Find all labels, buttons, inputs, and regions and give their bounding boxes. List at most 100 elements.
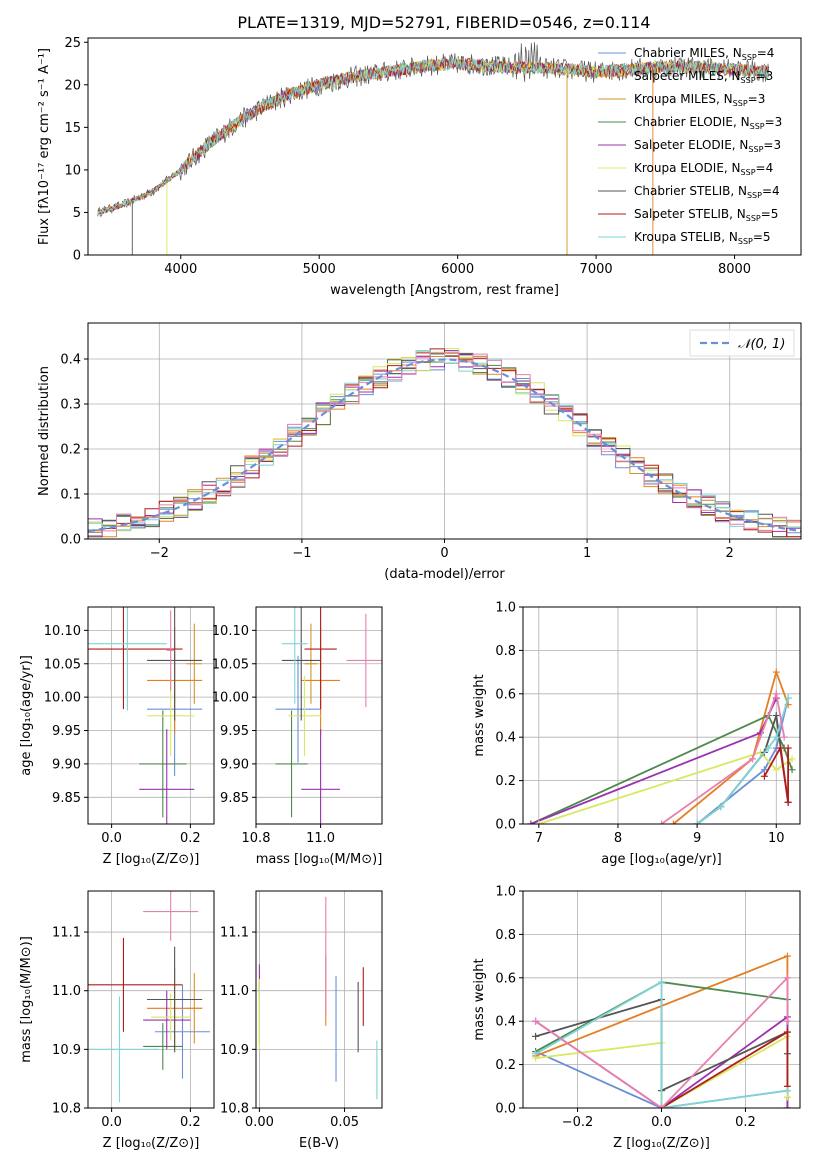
y-tick-label: 9.90 — [52, 757, 81, 772]
legend-label-suffix: =3 — [763, 138, 781, 152]
y-tick-label: 9.95 — [52, 724, 81, 739]
plot-area — [88, 348, 801, 538]
legend-label-text: Kroupa MILES, N — [634, 92, 733, 106]
legend-label: Salpeter MILES, NSSP=3 — [634, 69, 773, 85]
x-tick-label: 0.2 — [180, 831, 201, 846]
x-tick-label: 0.00 — [245, 1115, 274, 1130]
legend-label-suffix: =3 — [756, 69, 774, 83]
x-tick-label: −1 — [292, 546, 311, 561]
chart-age-vs-Z: 0.0 0.2 9.85 9.90 9.95 10.00 10.05 10.10 Z [log₁… — [19, 606, 215, 867]
y-tick-label: 0.4 — [60, 353, 81, 368]
y-tick-label: 0.8 — [495, 644, 516, 659]
chart-residuals: 𝒩(0, 1) −2 −1 0 1 2 0.0 0.1 0.2 0.3 0.4 (data-model… — [37, 322, 802, 582]
y-tick-label: 20 — [64, 78, 81, 93]
x-tick-label: 7000 — [580, 262, 613, 277]
plot-area — [88, 607, 203, 824]
y-axis-label: age [log₁₀(age/yr)] — [19, 655, 34, 776]
legend-label: Chabrier ELODIE, NSSP=3 — [634, 115, 782, 131]
x-tick-label: 0.2 — [735, 1115, 756, 1130]
axes-frame — [87, 37, 802, 256]
x-axis-label: E(B-V) — [299, 1136, 339, 1151]
x-tick-label: 0.0 — [651, 1115, 672, 1130]
y-tick-label: 10.05 — [212, 657, 249, 672]
weight-line — [535, 980, 788, 1108]
plot-area — [258, 896, 378, 1100]
legend-label-sub: SSP — [733, 99, 748, 108]
x-tick-label: 10 — [768, 831, 785, 846]
x-tick-label: 5000 — [303, 262, 336, 277]
weight-line — [696, 697, 789, 824]
x-tick-label: 0.0 — [101, 1115, 122, 1130]
y-tick-label: 10.10 — [212, 624, 249, 639]
legend-label-suffix: =5 — [761, 207, 779, 221]
legend-label: 𝒩(0, 1) — [738, 337, 785, 352]
legend-label-suffix: =5 — [753, 230, 771, 244]
y-tick-label: 11.0 — [220, 984, 249, 999]
chart-mass-weight-vs-Z: −0.2 0.0 0.2 0.0 0.2 0.4 0.6 0.8 1.0 Z [log₁₀(Z/Z… — [472, 885, 801, 1151]
x-tick-label: 7 — [535, 831, 543, 846]
legend-label-sub: SSP — [747, 191, 762, 200]
x-axis-label: wavelength [Angstrom, rest frame] — [330, 283, 559, 298]
spectrum-line — [97, 57, 770, 216]
y-tick-label: 25 — [64, 36, 81, 51]
legend-box — [689, 329, 795, 357]
y-tick-label: 11.1 — [52, 926, 81, 941]
y-tick-label: 0.0 — [60, 533, 81, 548]
chart-age-vs-mass: 10.8 11.0 9.85 9.90 9.95 10.00 10.05 10.10 mass … — [212, 606, 383, 867]
legend-label: Kroupa MILES, NSSP=3 — [634, 92, 765, 108]
axes-frame — [255, 606, 383, 825]
legend-label: Salpeter STELIB, NSSP=5 — [634, 207, 778, 223]
legend-label-text: Salpeter MILES, N — [634, 69, 741, 83]
axes-frame — [87, 890, 215, 1109]
legend-label: Chabrier MILES, NSSP=4 — [634, 46, 774, 62]
y-tick-label: 10.00 — [212, 691, 249, 706]
legend-label-text: Salpeter STELIB, N — [634, 207, 746, 221]
plot-area — [532, 952, 791, 1108]
x-tick-label: 0.2 — [180, 1115, 201, 1130]
weight-line — [538, 751, 793, 824]
x-axis-label: Z [log₁₀(Z/Z⊙)] — [103, 1136, 200, 1151]
y-tick-label: 15 — [64, 121, 81, 136]
legend-label: Salpeter ELODIE, NSSP=3 — [634, 138, 781, 154]
y-tick-label: 0.2 — [60, 443, 81, 458]
y-tick-label: 1.0 — [495, 885, 516, 900]
x-axis-label: age [log₁₀(age/yr)] — [601, 852, 722, 867]
legend-label-suffix: =3 — [748, 92, 766, 106]
y-tick-label: 10.9 — [52, 1043, 81, 1058]
y-tick-label: 0.2 — [495, 774, 516, 789]
y-tick-label: 0.6 — [495, 971, 516, 986]
x-axis-label: mass [log₁₀(M/M⊙)] — [256, 852, 383, 867]
y-axis-label: Normed distribution — [37, 366, 52, 496]
legend-label-text: Chabrier STELIB, N — [634, 184, 747, 198]
x-tick-label: 9 — [693, 831, 701, 846]
weight-line — [696, 697, 789, 824]
y-tick-label: 9.90 — [220, 757, 249, 772]
x-tick-label: 0 — [440, 546, 448, 561]
weight-line — [535, 975, 789, 1108]
x-axis-label: Z [log₁₀(Z/Z⊙)] — [103, 852, 200, 867]
legend-label-suffix: =4 — [757, 46, 775, 60]
weight-line — [530, 697, 778, 824]
y-tick-label: 11.1 — [220, 926, 249, 941]
axes-frame — [255, 890, 383, 1109]
chart-mass-vs-EBV: 0.00 0.05 10.8 10.9 11.0 11.1 E(B-V) — [220, 890, 383, 1151]
legend-label: Kroupa STELIB, NSSP=5 — [634, 230, 771, 246]
y-tick-label: 0.4 — [495, 1015, 516, 1030]
x-tick-label: −2 — [150, 546, 169, 561]
y-tick-label: 0.2 — [495, 1058, 516, 1073]
gaussian-curve — [88, 358, 801, 533]
legend-label-suffix: =4 — [762, 184, 780, 198]
legend: 𝒩(0, 1) — [689, 329, 795, 357]
legend-label-sub: SSP — [741, 168, 756, 177]
plot-area — [88, 891, 211, 1103]
y-tick-label: 10.9 — [220, 1043, 249, 1058]
y-tick-label: 0.3 — [60, 398, 81, 413]
x-tick-label: 11.0 — [306, 831, 335, 846]
y-axis-label: mass [log₁₀(M/M⊙)] — [19, 936, 34, 1063]
y-tick-label: 0.0 — [495, 1102, 516, 1117]
legend-label-sub: SSP — [748, 145, 763, 154]
x-tick-label: 0.0 — [101, 831, 122, 846]
